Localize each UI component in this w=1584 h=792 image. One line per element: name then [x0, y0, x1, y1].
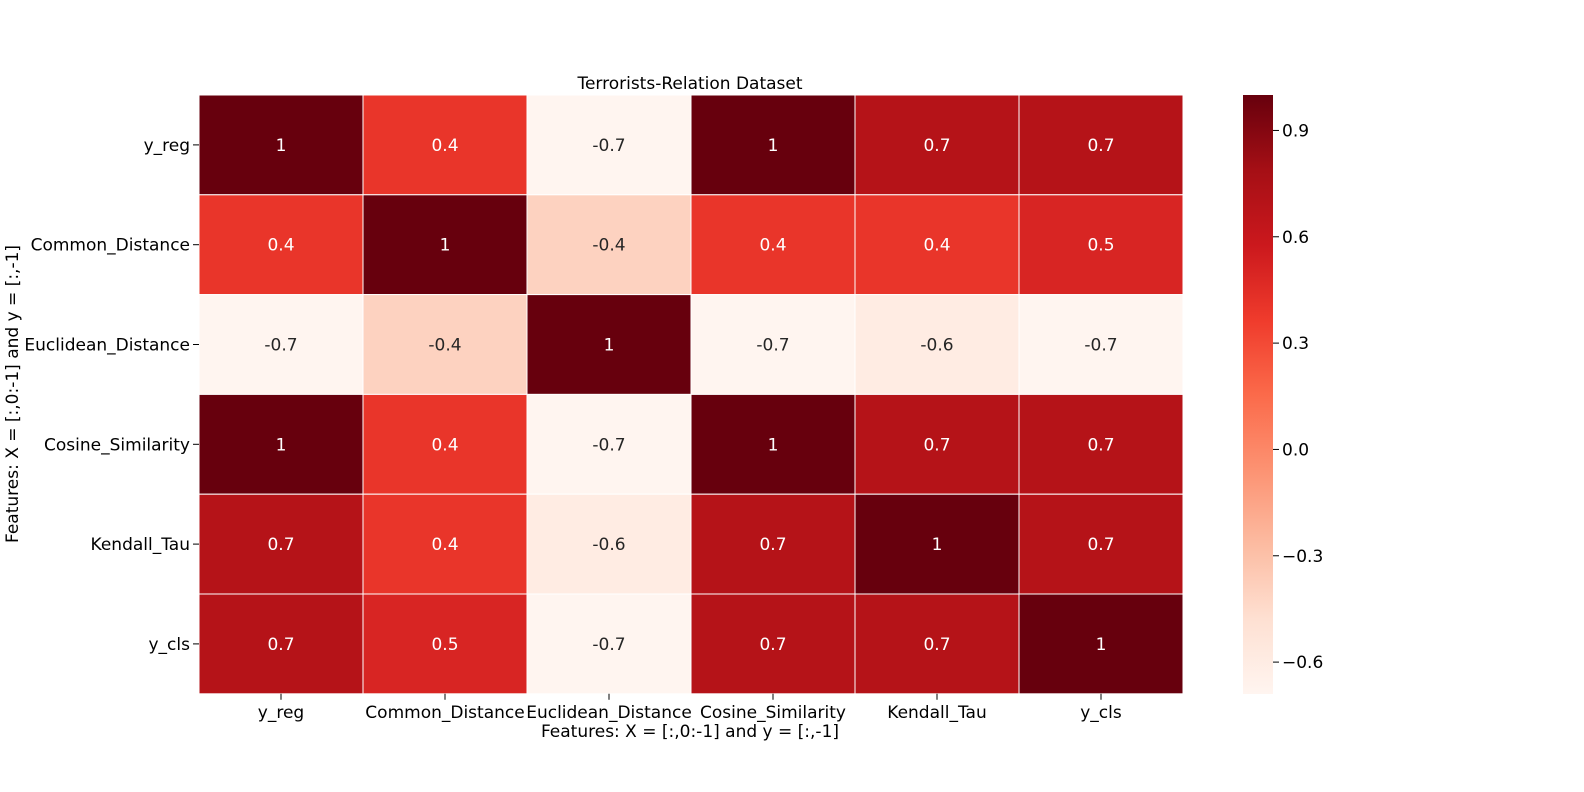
heatmap-cell [1018, 294, 1184, 395]
heatmap-cell [854, 393, 1020, 495]
colorbar-tick-label: 0.6 [1282, 228, 1309, 248]
x-axis-ticks: y_reg Common_Distance Euclidean_Distance Co… [258, 693, 1122, 723]
y-tick-label: Cosine_Similarity [44, 435, 190, 455]
x-axis-label: Features: X = [:,0:-1] and y = [:,-1] [541, 722, 839, 742]
cell-value-label: 0.4 [431, 535, 458, 555]
cell-value-label: 0.7 [1087, 136, 1114, 156]
cell-value-label: -0.7 [756, 336, 789, 356]
cell-value-label: 1 [276, 435, 287, 455]
heatmap-cell [198, 393, 364, 495]
cell-value-label: 0.5 [1087, 236, 1114, 256]
cell-value-label: 0.7 [759, 535, 786, 555]
heatmap-cell [362, 94, 528, 196]
y-tick-label: Kendall_Tau [91, 535, 190, 555]
heatmap-cell [854, 493, 1020, 595]
heatmap-cell [854, 593, 1020, 695]
heatmap-cell [854, 94, 1020, 196]
cell-value-label: 0.4 [431, 435, 458, 455]
cell-value-label: -0.7 [264, 336, 297, 356]
cell-value-label: 0.7 [1087, 435, 1114, 455]
y-tick-label: Common_Distance [31, 236, 190, 256]
heatmap-cell [198, 294, 364, 395]
cell-value-label: 1 [440, 236, 451, 256]
colorbar-ticks: 0.9 0.6 0.3 0.0 −0.3 −0.6 [1273, 121, 1323, 673]
cell-value-label: 0.4 [431, 136, 458, 156]
heatmap-cell [526, 393, 692, 495]
cell-value-label: 0.7 [923, 136, 950, 156]
x-tick-label: y_reg [258, 703, 304, 723]
x-tick-label: Common_Distance [365, 703, 524, 723]
cell-value-label: 0.7 [267, 535, 294, 555]
cell-value-label: 0.5 [431, 635, 458, 655]
heatmap-cell [1018, 393, 1184, 495]
heatmap-cell [526, 294, 692, 395]
y-axis-label: Features: X = [:,0:-1] and y = [:,-1] [3, 245, 23, 543]
heatmap-cell [1018, 94, 1184, 196]
colorbar-tick-label: 0.9 [1282, 121, 1309, 141]
y-tick-label: y_reg [144, 136, 190, 156]
y-tick-label: y_cls [149, 635, 191, 655]
cell-value-label: 1 [768, 136, 779, 156]
heatmap-cell [362, 294, 528, 395]
cell-value-label: 1 [1096, 635, 1107, 655]
heatmap-cell [690, 393, 856, 495]
heatmap-cell [362, 393, 528, 495]
cell-value-label: 0.4 [923, 236, 950, 256]
cell-value-label: 1 [932, 535, 943, 555]
colorbar-tick-label: −0.6 [1282, 653, 1323, 673]
cell-value-label: 0.7 [759, 635, 786, 655]
x-tick-label: y_cls [1080, 703, 1122, 723]
heatmap-cell [1018, 493, 1184, 595]
cell-value-label: 1 [604, 336, 615, 356]
x-tick-label: Cosine_Similarity [700, 703, 846, 723]
heatmap-cell [690, 493, 856, 595]
cell-value-label: -0.7 [592, 435, 625, 455]
x-tick-label: Kendall_Tau [887, 703, 986, 723]
cell-value-label: 0.7 [1087, 535, 1114, 555]
cell-value-label: -0.7 [592, 635, 625, 655]
heatmap-cell [854, 294, 1020, 395]
cell-value-label: 0.7 [923, 435, 950, 455]
cell-value-label: 1 [768, 435, 779, 455]
cell-value-label: 0.4 [759, 236, 786, 256]
heatmap-cell [690, 194, 856, 296]
y-tick-label: Euclidean_Distance [24, 336, 190, 356]
cell-value-label: -0.4 [428, 336, 461, 356]
heatmap-cell [526, 94, 692, 196]
colorbar [1243, 95, 1273, 694]
heatmap-cell [198, 493, 364, 595]
cell-value-label: -0.4 [592, 236, 625, 256]
y-axis-ticks: y_reg Common_Distance Euclidean_Distance Co… [24, 136, 199, 655]
cell-value-label: -0.7 [1084, 336, 1117, 356]
heatmap-cell [526, 493, 692, 595]
cell-value-label: 0.4 [267, 236, 294, 256]
x-tick-label: Euclidean_Distance [526, 703, 692, 723]
chart-title: Terrorists-Relation Dataset [576, 74, 802, 94]
cell-value-label: -0.6 [920, 336, 953, 356]
heatmap-cell [690, 94, 856, 196]
heatmap-cell [198, 94, 364, 196]
cell-value-label: 1 [276, 136, 287, 156]
colorbar-tick-label: −0.3 [1282, 547, 1323, 567]
colorbar-tick-label: 0.0 [1282, 440, 1309, 460]
cell-value-label: 0.7 [267, 635, 294, 655]
cell-value-label: -0.7 [592, 136, 625, 156]
heatmap-cells: 1 0.4 -0.7 1 0.7 0.7 0.4 1 -0.4 0.4 0.4 0.5 -0.7 -0.4… [198, 94, 1184, 695]
colorbar-tick-label: 0.3 [1282, 334, 1309, 354]
heatmap-cell [690, 294, 856, 395]
heatmap-cell [362, 194, 528, 296]
heatmap-cell [1018, 593, 1184, 695]
heatmap-cell [1018, 194, 1184, 296]
heatmap-cell [198, 593, 364, 695]
cell-value-label: 0.7 [923, 635, 950, 655]
cell-value-label: -0.6 [592, 535, 625, 555]
